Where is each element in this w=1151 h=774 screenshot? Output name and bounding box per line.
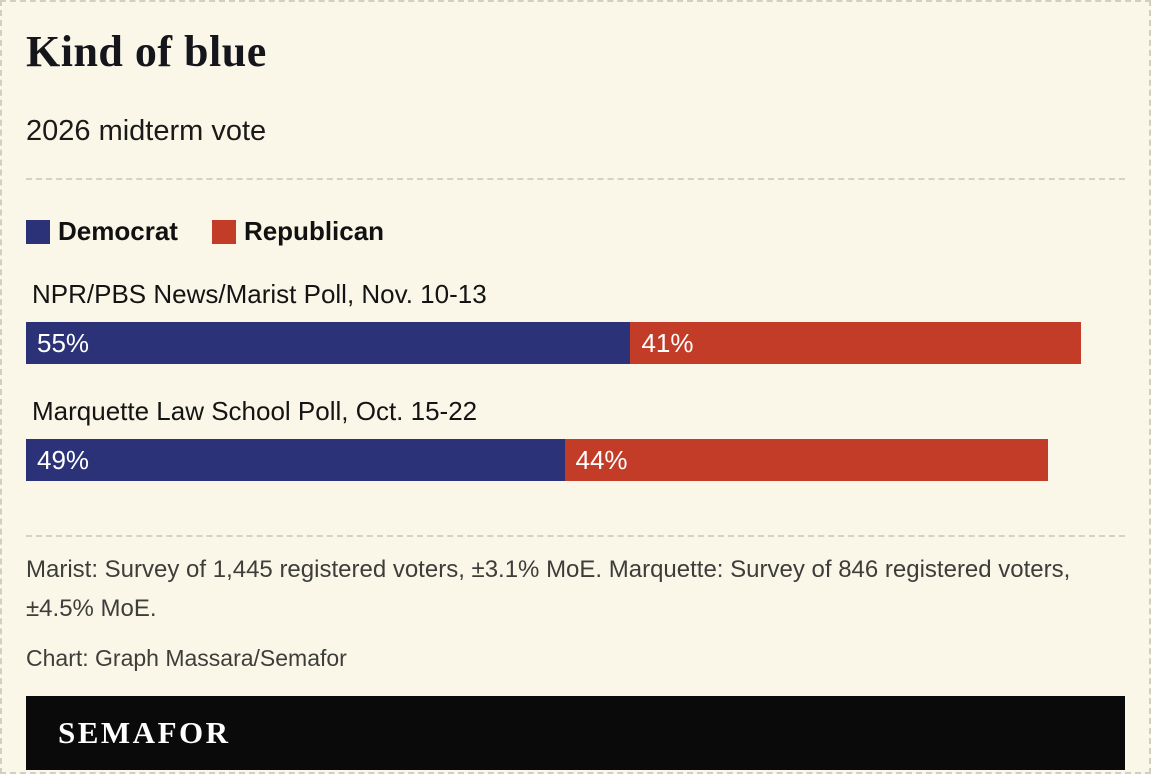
legend-label-republican: Republican <box>243 216 385 246</box>
democrat-bar-value: 49% <box>37 444 90 475</box>
democrat-bar: 55% <box>26 322 631 364</box>
democrat-bar-value: 55% <box>37 327 90 358</box>
legend: Democrat Republican <box>26 216 1125 247</box>
chart-title: Kind of blue <box>26 27 267 76</box>
semafor-logo: SEMAFOR <box>58 714 231 750</box>
legend-item-democrat: Democrat <box>26 216 178 247</box>
bar-group-marist: NPR/PBS News/Marist Poll, Nov. 10-13 55%… <box>26 279 1125 364</box>
legend-label-democrat: Democrat <box>58 216 178 246</box>
legend-item-republican: Republican <box>211 216 385 247</box>
bar-group-marquette: Marquette Law School Poll, Oct. 15-22 49… <box>26 396 1125 481</box>
republican-bar: 41% <box>630 322 1082 364</box>
bar-group-label: NPR/PBS News/Marist Poll, Nov. 10-13 <box>32 279 487 309</box>
bar-group-label: Marquette Law School Poll, Oct. 15-22 <box>32 396 478 426</box>
footer-bar: SEMAFOR <box>26 695 1125 770</box>
democrat-bar: 49% <box>26 439 565 481</box>
chart-credit: Chart: Graph Massara/Semafor <box>26 644 347 671</box>
bar-track: 55% 41% <box>26 322 1125 364</box>
republican-bar-value: 44% <box>575 444 628 475</box>
bar-track: 49% 44% <box>26 439 1125 481</box>
divider-top <box>26 178 1125 180</box>
republican-bar-value: 41% <box>641 327 694 358</box>
republican-swatch <box>211 219 236 244</box>
chart-subtitle: 2026 midterm vote <box>26 115 267 147</box>
democrat-swatch <box>26 219 50 244</box>
source-note: Marist: Survey of 1,445 registered voter… <box>26 556 1071 622</box>
divider-bottom <box>26 535 1125 537</box>
republican-bar: 44% <box>564 439 1049 481</box>
